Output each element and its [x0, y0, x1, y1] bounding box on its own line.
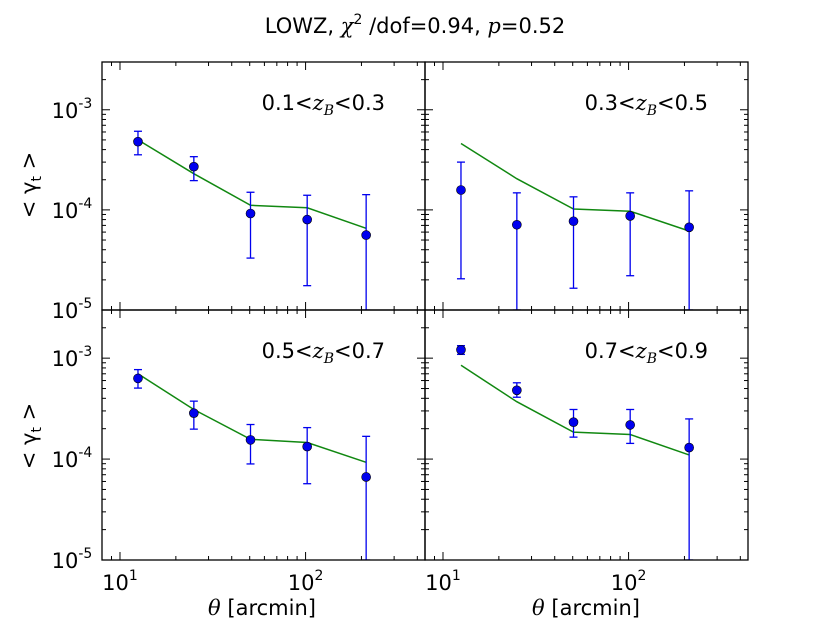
y-axis-label-top: < γt > — [17, 152, 45, 218]
y-tick-label: 10-3 — [52, 344, 93, 371]
data-point — [361, 230, 371, 240]
x-tick-label: 102 — [288, 568, 324, 595]
data-point — [512, 385, 522, 396]
title-p-symbol: p — [487, 14, 500, 38]
data-point — [245, 435, 256, 445]
error-bar — [246, 191, 255, 259]
figure-title: LOWZ, χ2 /dof=0.94, p=0.52 — [265, 12, 565, 38]
panel-label: 0.7<zB<0.9 — [585, 339, 708, 367]
data-point — [302, 214, 312, 225]
y-tick-label: 10-4 — [52, 196, 93, 223]
data-point — [361, 472, 371, 482]
data-point — [684, 442, 694, 453]
panel-frame — [424, 309, 749, 561]
error-bar — [303, 194, 312, 287]
data-point — [625, 211, 635, 221]
data-point — [512, 219, 522, 230]
data-point — [456, 185, 466, 195]
x-axis-label-left: θ [arcmin] — [208, 596, 316, 620]
error-bar — [362, 435, 371, 560]
title-chi: χ — [339, 14, 355, 38]
y-axis-label-bottom: < γt > — [17, 403, 45, 469]
y-tick-label: 10-5 — [52, 296, 93, 323]
y-tick-label: 10-5 — [52, 546, 93, 573]
error-bar — [626, 192, 635, 277]
data-point — [245, 208, 256, 219]
panel-label: 0.1<zB<0.3 — [262, 91, 385, 119]
title-dof: /dof=0.94, — [362, 14, 487, 38]
data-point — [302, 441, 312, 452]
panel-bottom-left: 0.5<zB<0.7 10-3 10-4 10-5 101 102 — [52, 309, 426, 595]
error-bar — [362, 193, 371, 310]
x-tick-label: 101 — [102, 568, 138, 595]
y-tick-label: 10-4 — [52, 445, 93, 472]
panel-label: 0.5<zB<0.7 — [262, 339, 385, 367]
error-bar — [303, 426, 312, 485]
data-point — [568, 417, 579, 427]
panel-top-left: 0.1<zB<0.3 10-3 10-4 10-5 — [52, 61, 426, 323]
error-bar — [569, 196, 578, 289]
data-point — [625, 420, 635, 430]
panel-bottom-right: 0.7<zB<0.9 101 102 — [424, 309, 749, 595]
title-chi-sup: 2 — [353, 12, 362, 28]
data-point — [189, 161, 199, 172]
x-tick-label: 102 — [611, 568, 647, 595]
y-tick-label: 10-3 — [52, 96, 93, 123]
data-point — [189, 408, 199, 418]
error-bar — [456, 161, 465, 280]
model-line — [137, 373, 367, 464]
error-bar — [512, 192, 521, 310]
data-point — [133, 373, 143, 384]
data-point — [133, 136, 143, 147]
error-bar — [685, 190, 694, 310]
x-tick-label: 101 — [425, 568, 461, 595]
data-point — [568, 216, 579, 227]
panel-top-right: 0.3<zB<0.5 — [424, 61, 749, 311]
panel-label: 0.3<zB<0.5 — [585, 91, 708, 119]
x-axis-label-right: θ [arcmin] — [532, 596, 640, 620]
data-point — [456, 344, 466, 355]
title-p-value: =0.52 — [501, 14, 565, 38]
title-prefix: LOWZ, — [265, 14, 341, 38]
panels-group: 0.1<zB<0.3 10-3 10-4 10-5 0.3<zB<0.5 0.5<zB<0… — [52, 61, 749, 595]
data-point — [684, 222, 694, 233]
error-bar — [685, 418, 694, 560]
